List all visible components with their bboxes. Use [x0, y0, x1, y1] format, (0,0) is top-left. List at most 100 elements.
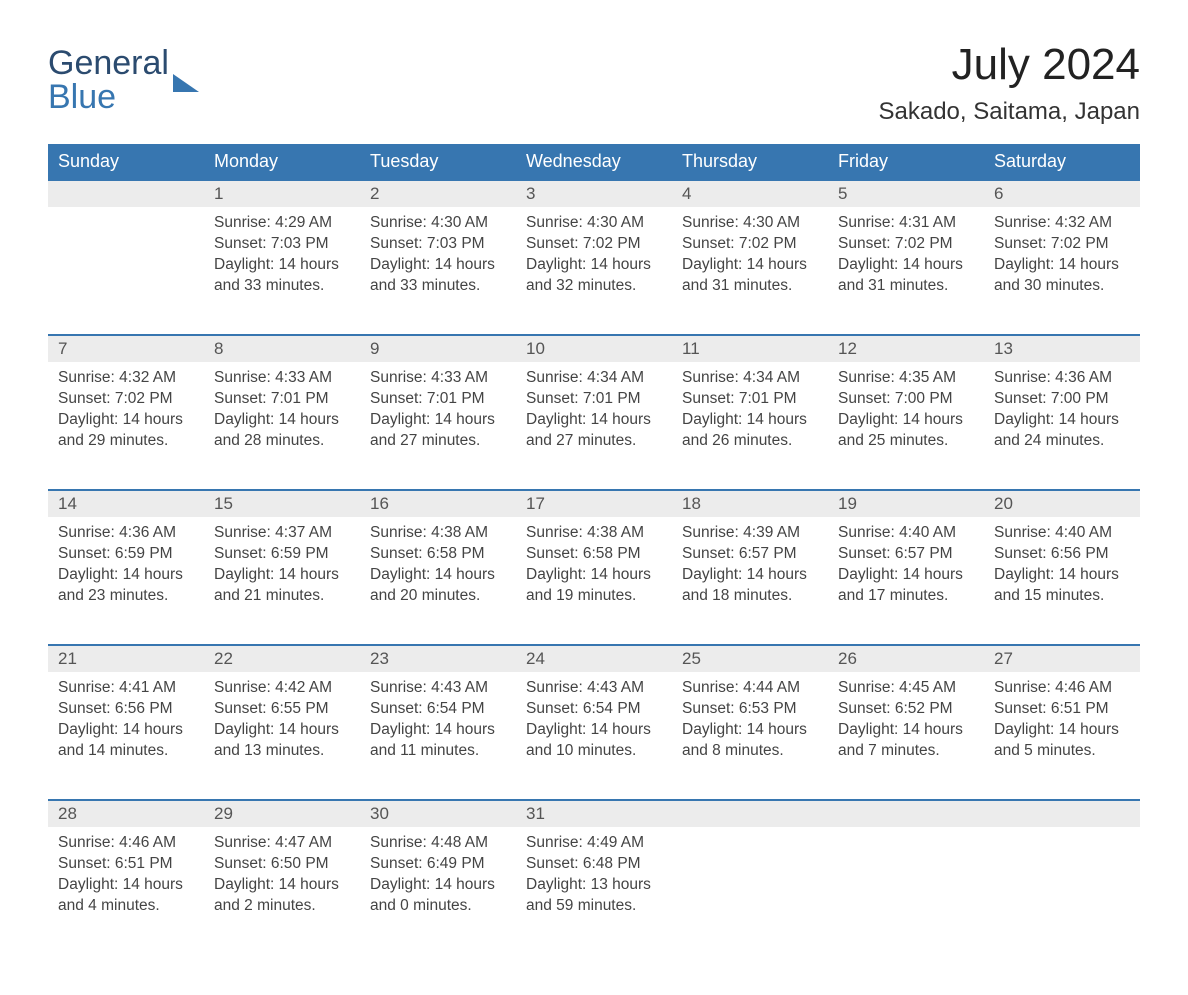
daynum-6: 6 — [984, 180, 1140, 207]
day-cell-26: Sunrise: 4:45 AMSunset: 6:52 PMDaylight:… — [828, 672, 984, 800]
day-cell-18: Sunrise: 4:39 AMSunset: 6:57 PMDaylight:… — [672, 517, 828, 645]
daynum-4: 4 — [672, 180, 828, 207]
day-cell-5: Sunrise: 4:31 AMSunset: 7:02 PMDaylight:… — [828, 207, 984, 335]
dayname-thursday: Thursday — [672, 144, 828, 180]
day-cell-7: Sunrise: 4:32 AMSunset: 7:02 PMDaylight:… — [48, 362, 204, 490]
daynum-25: 25 — [672, 645, 828, 672]
dayname-friday: Friday — [828, 144, 984, 180]
day-cell-14: Sunrise: 4:36 AMSunset: 6:59 PMDaylight:… — [48, 517, 204, 645]
week-0-content-row: Sunrise: 4:29 AMSunset: 7:03 PMDaylight:… — [48, 207, 1140, 335]
day-cell-21: Sunrise: 4:41 AMSunset: 6:56 PMDaylight:… — [48, 672, 204, 800]
daynum-empty — [828, 800, 984, 827]
week-1-daynum-row: 78910111213 — [48, 335, 1140, 362]
daynum-12: 12 — [828, 335, 984, 362]
logo-triangle-icon — [173, 74, 199, 92]
calendar-table: SundayMondayTuesdayWednesdayThursdayFrid… — [48, 144, 1140, 955]
day-content-21: Sunrise: 4:41 AMSunset: 6:56 PMDaylight:… — [48, 672, 204, 776]
day-content-20: Sunrise: 4:40 AMSunset: 6:56 PMDaylight:… — [984, 517, 1140, 621]
daynum-17: 17 — [516, 490, 672, 517]
title-block: July 2024 Sakado, Saitama, Japan — [878, 40, 1140, 126]
week-3-daynum-row: 21222324252627 — [48, 645, 1140, 672]
daynum-11: 11 — [672, 335, 828, 362]
day-content-23: Sunrise: 4:43 AMSunset: 6:54 PMDaylight:… — [360, 672, 516, 776]
day-cell-6: Sunrise: 4:32 AMSunset: 7:02 PMDaylight:… — [984, 207, 1140, 335]
daynum-31: 31 — [516, 800, 672, 827]
daynum-13: 13 — [984, 335, 1140, 362]
dayname-saturday: Saturday — [984, 144, 1140, 180]
day-cell-27: Sunrise: 4:46 AMSunset: 6:51 PMDaylight:… — [984, 672, 1140, 800]
day-cell-4: Sunrise: 4:30 AMSunset: 7:02 PMDaylight:… — [672, 207, 828, 335]
day-cell-empty — [672, 827, 828, 955]
day-cell-16: Sunrise: 4:38 AMSunset: 6:58 PMDaylight:… — [360, 517, 516, 645]
day-cell-24: Sunrise: 4:43 AMSunset: 6:54 PMDaylight:… — [516, 672, 672, 800]
day-content-4: Sunrise: 4:30 AMSunset: 7:02 PMDaylight:… — [672, 207, 828, 311]
day-cell-19: Sunrise: 4:40 AMSunset: 6:57 PMDaylight:… — [828, 517, 984, 645]
day-content-11: Sunrise: 4:34 AMSunset: 7:01 PMDaylight:… — [672, 362, 828, 466]
day-content-22: Sunrise: 4:42 AMSunset: 6:55 PMDaylight:… — [204, 672, 360, 776]
day-cell-11: Sunrise: 4:34 AMSunset: 7:01 PMDaylight:… — [672, 362, 828, 490]
calendar-head: SundayMondayTuesdayWednesdayThursdayFrid… — [48, 144, 1140, 180]
dayname-wednesday: Wednesday — [516, 144, 672, 180]
dayname-row: SundayMondayTuesdayWednesdayThursdayFrid… — [48, 144, 1140, 180]
daynum-7: 7 — [48, 335, 204, 362]
daynum-18: 18 — [672, 490, 828, 517]
day-content-12: Sunrise: 4:35 AMSunset: 7:00 PMDaylight:… — [828, 362, 984, 466]
day-cell-empty — [984, 827, 1140, 955]
day-cell-17: Sunrise: 4:38 AMSunset: 6:58 PMDaylight:… — [516, 517, 672, 645]
daynum-28: 28 — [48, 800, 204, 827]
day-content-28: Sunrise: 4:46 AMSunset: 6:51 PMDaylight:… — [48, 827, 204, 931]
daynum-empty — [984, 800, 1140, 827]
day-content-7: Sunrise: 4:32 AMSunset: 7:02 PMDaylight:… — [48, 362, 204, 466]
day-cell-25: Sunrise: 4:44 AMSunset: 6:53 PMDaylight:… — [672, 672, 828, 800]
day-cell-8: Sunrise: 4:33 AMSunset: 7:01 PMDaylight:… — [204, 362, 360, 490]
day-cell-28: Sunrise: 4:46 AMSunset: 6:51 PMDaylight:… — [48, 827, 204, 955]
day-cell-10: Sunrise: 4:34 AMSunset: 7:01 PMDaylight:… — [516, 362, 672, 490]
day-content-24: Sunrise: 4:43 AMSunset: 6:54 PMDaylight:… — [516, 672, 672, 776]
day-content-1: Sunrise: 4:29 AMSunset: 7:03 PMDaylight:… — [204, 207, 360, 311]
daynum-8: 8 — [204, 335, 360, 362]
dayname-sunday: Sunday — [48, 144, 204, 180]
daynum-16: 16 — [360, 490, 516, 517]
day-content-27: Sunrise: 4:46 AMSunset: 6:51 PMDaylight:… — [984, 672, 1140, 776]
logo: General Blue — [48, 40, 199, 114]
logo-text: General Blue — [48, 46, 169, 114]
week-0-daynum-row: 123456 — [48, 180, 1140, 207]
week-4-daynum-row: 28293031 — [48, 800, 1140, 827]
day-content-18: Sunrise: 4:39 AMSunset: 6:57 PMDaylight:… — [672, 517, 828, 621]
daynum-empty — [672, 800, 828, 827]
day-cell-9: Sunrise: 4:33 AMSunset: 7:01 PMDaylight:… — [360, 362, 516, 490]
day-cell-1: Sunrise: 4:29 AMSunset: 7:03 PMDaylight:… — [204, 207, 360, 335]
daynum-9: 9 — [360, 335, 516, 362]
day-cell-13: Sunrise: 4:36 AMSunset: 7:00 PMDaylight:… — [984, 362, 1140, 490]
day-content-8: Sunrise: 4:33 AMSunset: 7:01 PMDaylight:… — [204, 362, 360, 466]
day-content-14: Sunrise: 4:36 AMSunset: 6:59 PMDaylight:… — [48, 517, 204, 621]
daynum-30: 30 — [360, 800, 516, 827]
daynum-1: 1 — [204, 180, 360, 207]
day-content-6: Sunrise: 4:32 AMSunset: 7:02 PMDaylight:… — [984, 207, 1140, 311]
day-content-16: Sunrise: 4:38 AMSunset: 6:58 PMDaylight:… — [360, 517, 516, 621]
day-content-31: Sunrise: 4:49 AMSunset: 6:48 PMDaylight:… — [516, 827, 672, 931]
logo-line1: General — [48, 44, 169, 82]
day-cell-31: Sunrise: 4:49 AMSunset: 6:48 PMDaylight:… — [516, 827, 672, 955]
day-cell-12: Sunrise: 4:35 AMSunset: 7:00 PMDaylight:… — [828, 362, 984, 490]
day-cell-empty — [48, 207, 204, 335]
week-2-content-row: Sunrise: 4:36 AMSunset: 6:59 PMDaylight:… — [48, 517, 1140, 645]
day-cell-15: Sunrise: 4:37 AMSunset: 6:59 PMDaylight:… — [204, 517, 360, 645]
day-content-25: Sunrise: 4:44 AMSunset: 6:53 PMDaylight:… — [672, 672, 828, 776]
page-header: General Blue July 2024 Sakado, Saitama, … — [48, 40, 1140, 126]
day-content-29: Sunrise: 4:47 AMSunset: 6:50 PMDaylight:… — [204, 827, 360, 931]
daynum-3: 3 — [516, 180, 672, 207]
day-content-10: Sunrise: 4:34 AMSunset: 7:01 PMDaylight:… — [516, 362, 672, 466]
day-cell-22: Sunrise: 4:42 AMSunset: 6:55 PMDaylight:… — [204, 672, 360, 800]
day-content-17: Sunrise: 4:38 AMSunset: 6:58 PMDaylight:… — [516, 517, 672, 621]
daynum-24: 24 — [516, 645, 672, 672]
day-content-2: Sunrise: 4:30 AMSunset: 7:03 PMDaylight:… — [360, 207, 516, 311]
daynum-14: 14 — [48, 490, 204, 517]
day-content-5: Sunrise: 4:31 AMSunset: 7:02 PMDaylight:… — [828, 207, 984, 311]
daynum-empty — [48, 180, 204, 207]
dayname-monday: Monday — [204, 144, 360, 180]
day-cell-30: Sunrise: 4:48 AMSunset: 6:49 PMDaylight:… — [360, 827, 516, 955]
daynum-15: 15 — [204, 490, 360, 517]
day-content-26: Sunrise: 4:45 AMSunset: 6:52 PMDaylight:… — [828, 672, 984, 776]
week-2-daynum-row: 14151617181920 — [48, 490, 1140, 517]
